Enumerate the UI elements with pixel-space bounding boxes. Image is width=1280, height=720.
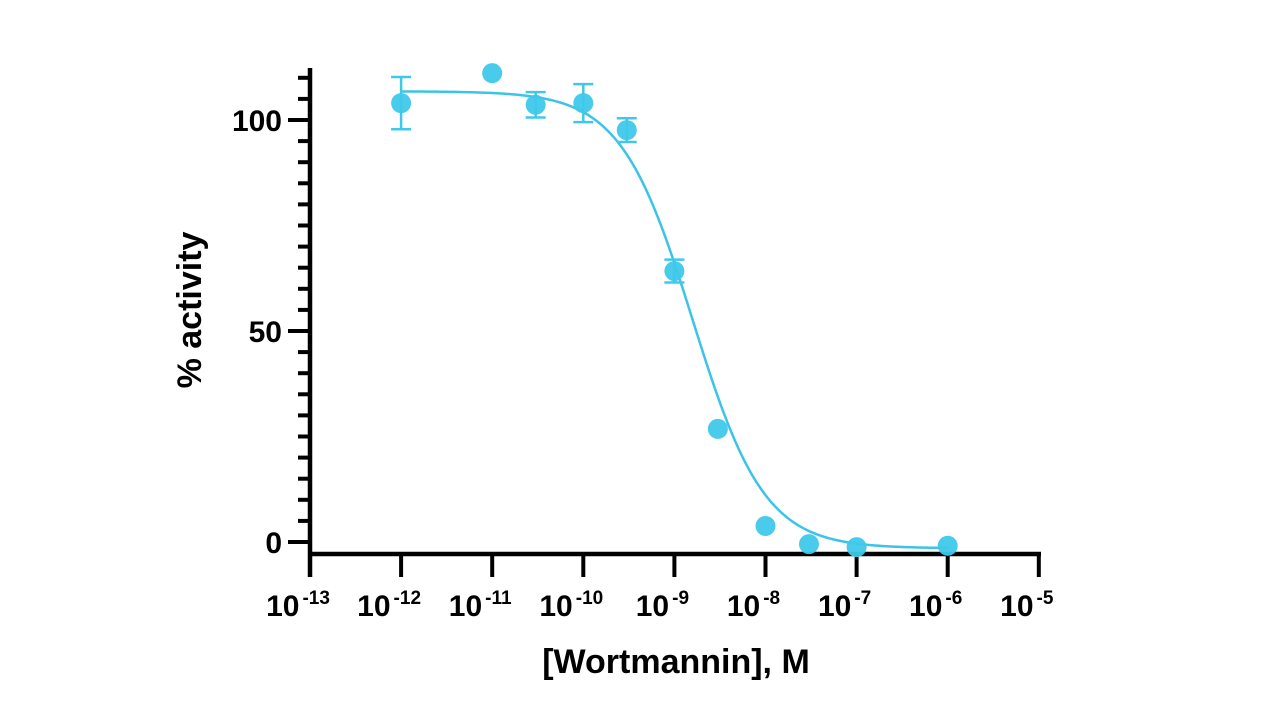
x-axis-title: [Wortmannin], M <box>542 643 810 681</box>
data-point <box>707 418 728 439</box>
point-marker <box>482 63 503 84</box>
data-point <box>846 537 867 558</box>
fit-curve <box>401 90 948 550</box>
point-marker <box>664 261 685 282</box>
y-axis: 0 50 100 <box>232 68 313 577</box>
data-point <box>664 258 685 284</box>
data-point <box>573 82 594 124</box>
point-marker <box>798 534 819 555</box>
point-marker <box>573 93 594 114</box>
y-tick-label: 100 <box>232 105 282 138</box>
data-point <box>482 63 503 84</box>
y-axis-title: % activity <box>171 231 209 388</box>
x-tick-label: 10 -13 <box>266 588 330 623</box>
x-tick-label: 10 -9 <box>636 588 689 623</box>
point-marker <box>755 515 776 536</box>
fit-curve-path <box>401 90 948 550</box>
point-marker <box>937 535 958 556</box>
x-tick-label: 10 -8 <box>727 588 780 623</box>
data-point <box>937 535 958 556</box>
point-marker <box>846 537 867 558</box>
data-point <box>616 117 637 144</box>
point-marker <box>391 93 412 114</box>
point-marker <box>707 418 728 439</box>
data-point <box>798 534 819 555</box>
x-tick-label: 10 -7 <box>818 588 871 623</box>
x-tick-label: 10 -10 <box>539 588 603 623</box>
x-tick-label: 10 -5 <box>1000 588 1054 623</box>
data-point <box>525 90 546 119</box>
data-points <box>391 63 958 558</box>
x-tick-label: 10 -12 <box>357 588 421 623</box>
x-tick-label: 10 -11 <box>449 588 512 623</box>
x-tick-label: 10 -6 <box>909 588 962 623</box>
x-axis: 10 -13 10 -12 10 -11 10 -10 10 -9 10 -8 10 -7 10 -6 10 -5 <box>266 551 1054 623</box>
y-tick-label: 0 <box>265 527 282 560</box>
data-point <box>755 515 776 536</box>
y-tick-label: 50 <box>249 316 282 349</box>
data-point <box>391 75 412 131</box>
point-marker <box>616 120 637 141</box>
point-marker <box>525 94 546 115</box>
